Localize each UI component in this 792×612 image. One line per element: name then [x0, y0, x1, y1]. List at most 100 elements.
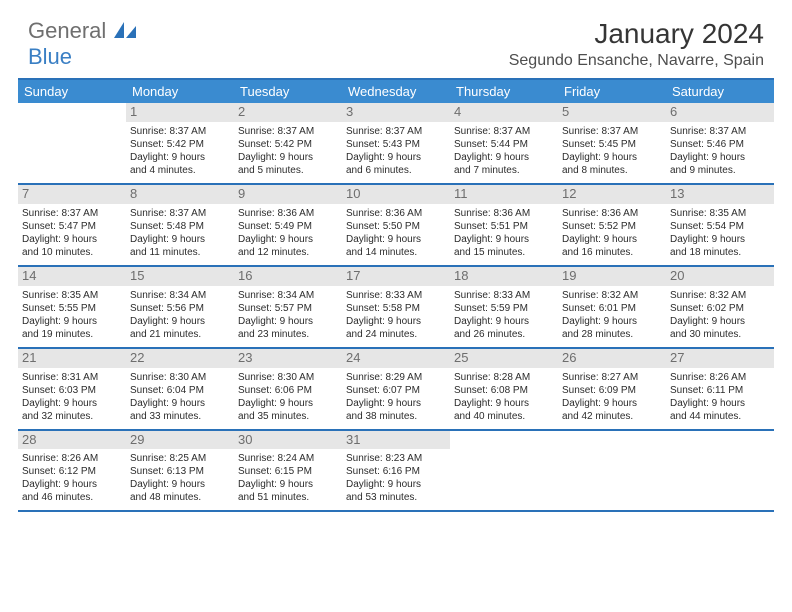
calendar-cell: 10Sunrise: 8:36 AMSunset: 5:50 PMDayligh… [342, 185, 450, 265]
calendar-cell [450, 431, 558, 511]
daylight-text: Daylight: 9 hours [670, 233, 770, 246]
day-number: 8 [126, 185, 234, 204]
sunset-text: Sunset: 5:49 PM [238, 220, 338, 233]
calendar-cell: 30Sunrise: 8:24 AMSunset: 6:15 PMDayligh… [234, 431, 342, 511]
calendar-week: 14Sunrise: 8:35 AMSunset: 5:55 PMDayligh… [18, 267, 774, 349]
daylight-text: and 10 minutes. [22, 246, 122, 259]
day-number: 21 [18, 349, 126, 368]
sunrise-text: Sunrise: 8:35 AM [22, 289, 122, 302]
sunset-text: Sunset: 5:52 PM [562, 220, 662, 233]
calendar-week: 28Sunrise: 8:26 AMSunset: 6:12 PMDayligh… [18, 431, 774, 513]
daylight-text: and 28 minutes. [562, 328, 662, 341]
sunset-text: Sunset: 5:55 PM [22, 302, 122, 315]
sunset-text: Sunset: 5:42 PM [238, 138, 338, 151]
sunrise-text: Sunrise: 8:36 AM [562, 207, 662, 220]
daylight-text: Daylight: 9 hours [130, 478, 230, 491]
sunset-text: Sunset: 6:06 PM [238, 384, 338, 397]
calendar-cell: 13Sunrise: 8:35 AMSunset: 5:54 PMDayligh… [666, 185, 774, 265]
calendar-cell: 31Sunrise: 8:23 AMSunset: 6:16 PMDayligh… [342, 431, 450, 511]
day-number: 7 [18, 185, 126, 204]
daylight-text: Daylight: 9 hours [22, 397, 122, 410]
daylight-text: and 40 minutes. [454, 410, 554, 423]
daylight-text: Daylight: 9 hours [670, 397, 770, 410]
sunrise-text: Sunrise: 8:37 AM [562, 125, 662, 138]
daylight-text: and 42 minutes. [562, 410, 662, 423]
day-number: 2 [234, 103, 342, 122]
daylight-text: and 33 minutes. [130, 410, 230, 423]
sunset-text: Sunset: 5:50 PM [346, 220, 446, 233]
daylight-text: and 15 minutes. [454, 246, 554, 259]
sunset-text: Sunset: 6:02 PM [670, 302, 770, 315]
sunrise-text: Sunrise: 8:37 AM [454, 125, 554, 138]
sunrise-text: Sunrise: 8:28 AM [454, 371, 554, 384]
calendar-cell: 15Sunrise: 8:34 AMSunset: 5:56 PMDayligh… [126, 267, 234, 347]
daylight-text: and 21 minutes. [130, 328, 230, 341]
day-number: 1 [126, 103, 234, 122]
day-header-cell: Saturday [666, 80, 774, 103]
calendar-cell: 3Sunrise: 8:37 AMSunset: 5:43 PMDaylight… [342, 103, 450, 183]
daylight-text: Daylight: 9 hours [562, 397, 662, 410]
daylight-text: Daylight: 9 hours [346, 478, 446, 491]
day-number: 25 [450, 349, 558, 368]
calendar-cell: 22Sunrise: 8:30 AMSunset: 6:04 PMDayligh… [126, 349, 234, 429]
day-number: 13 [666, 185, 774, 204]
daylight-text: and 35 minutes. [238, 410, 338, 423]
sunrise-text: Sunrise: 8:37 AM [130, 207, 230, 220]
day-number: 16 [234, 267, 342, 286]
sunrise-text: Sunrise: 8:27 AM [562, 371, 662, 384]
daylight-text: Daylight: 9 hours [454, 151, 554, 164]
sunset-text: Sunset: 5:54 PM [670, 220, 770, 233]
sunset-text: Sunset: 6:11 PM [670, 384, 770, 397]
daylight-text: Daylight: 9 hours [454, 397, 554, 410]
daylight-text: Daylight: 9 hours [22, 315, 122, 328]
location-subtitle: Segundo Ensanche, Navarre, Spain [509, 52, 764, 70]
daylight-text: and 6 minutes. [346, 164, 446, 177]
day-header-row: SundayMondayTuesdayWednesdayThursdayFrid… [18, 80, 774, 103]
day-header-cell: Sunday [18, 80, 126, 103]
day-number: 20 [666, 267, 774, 286]
title-block: January 2024 Segundo Ensanche, Navarre, … [509, 18, 764, 70]
day-number: 26 [558, 349, 666, 368]
sunrise-text: Sunrise: 8:34 AM [130, 289, 230, 302]
daylight-text: and 7 minutes. [454, 164, 554, 177]
calendar-cell: 12 Sunrise: 8:36 AMSunset: 5:52 PMDayligh… [558, 185, 666, 265]
day-number: 22 [126, 349, 234, 368]
daylight-text: Daylight: 9 hours [346, 315, 446, 328]
calendar-cell: 25Sunrise: 8:28 AMSunset: 6:08 PMDayligh… [450, 349, 558, 429]
sunrise-text: Sunrise: 8:34 AM [238, 289, 338, 302]
sunset-text: Sunset: 6:04 PM [130, 384, 230, 397]
daylight-text: Daylight: 9 hours [562, 233, 662, 246]
calendar-cell: 20Sunrise: 8:32 AMSunset: 6:02 PMDayligh… [666, 267, 774, 347]
day-header-cell: Monday [126, 80, 234, 103]
sunrise-text: Sunrise: 8:23 AM [346, 452, 446, 465]
day-number: 30 [234, 431, 342, 450]
sunset-text: Sunset: 6:15 PM [238, 465, 338, 478]
day-number: 28 [18, 431, 126, 450]
calendar-cell [666, 431, 774, 511]
header: General Blue January 2024 Segundo Ensanc… [0, 0, 792, 78]
sunset-text: Sunset: 5:59 PM [454, 302, 554, 315]
sunset-text: Sunset: 5:44 PM [454, 138, 554, 151]
daylight-text: and 32 minutes. [22, 410, 122, 423]
sunset-text: Sunset: 5:47 PM [22, 220, 122, 233]
sunrise-text: Sunrise: 8:37 AM [130, 125, 230, 138]
sunset-text: Sunset: 6:12 PM [22, 465, 122, 478]
day-number: 12 [558, 185, 666, 204]
sunset-text: Sunset: 6:09 PM [562, 384, 662, 397]
sail-icon [114, 22, 136, 38]
daylight-text: Daylight: 9 hours [238, 151, 338, 164]
sunset-text: Sunset: 6:01 PM [562, 302, 662, 315]
sunrise-text: Sunrise: 8:26 AM [22, 452, 122, 465]
sunrise-text: Sunrise: 8:24 AM [238, 452, 338, 465]
calendar-cell: 11Sunrise: 8:36 AMSunset: 5:51 PMDayligh… [450, 185, 558, 265]
sunrise-text: Sunrise: 8:30 AM [130, 371, 230, 384]
calendar-cell [18, 103, 126, 183]
calendar-cell: 19Sunrise: 8:32 AMSunset: 6:01 PMDayligh… [558, 267, 666, 347]
day-number: 10 [342, 185, 450, 204]
daylight-text: Daylight: 9 hours [346, 233, 446, 246]
calendar-cell: 1Sunrise: 8:37 AMSunset: 5:42 PMDaylight… [126, 103, 234, 183]
daylight-text: and 46 minutes. [22, 491, 122, 504]
calendar-cell: 8Sunrise: 8:37 AMSunset: 5:48 PMDaylight… [126, 185, 234, 265]
daylight-text: Daylight: 9 hours [22, 478, 122, 491]
day-number: 31 [342, 431, 450, 450]
